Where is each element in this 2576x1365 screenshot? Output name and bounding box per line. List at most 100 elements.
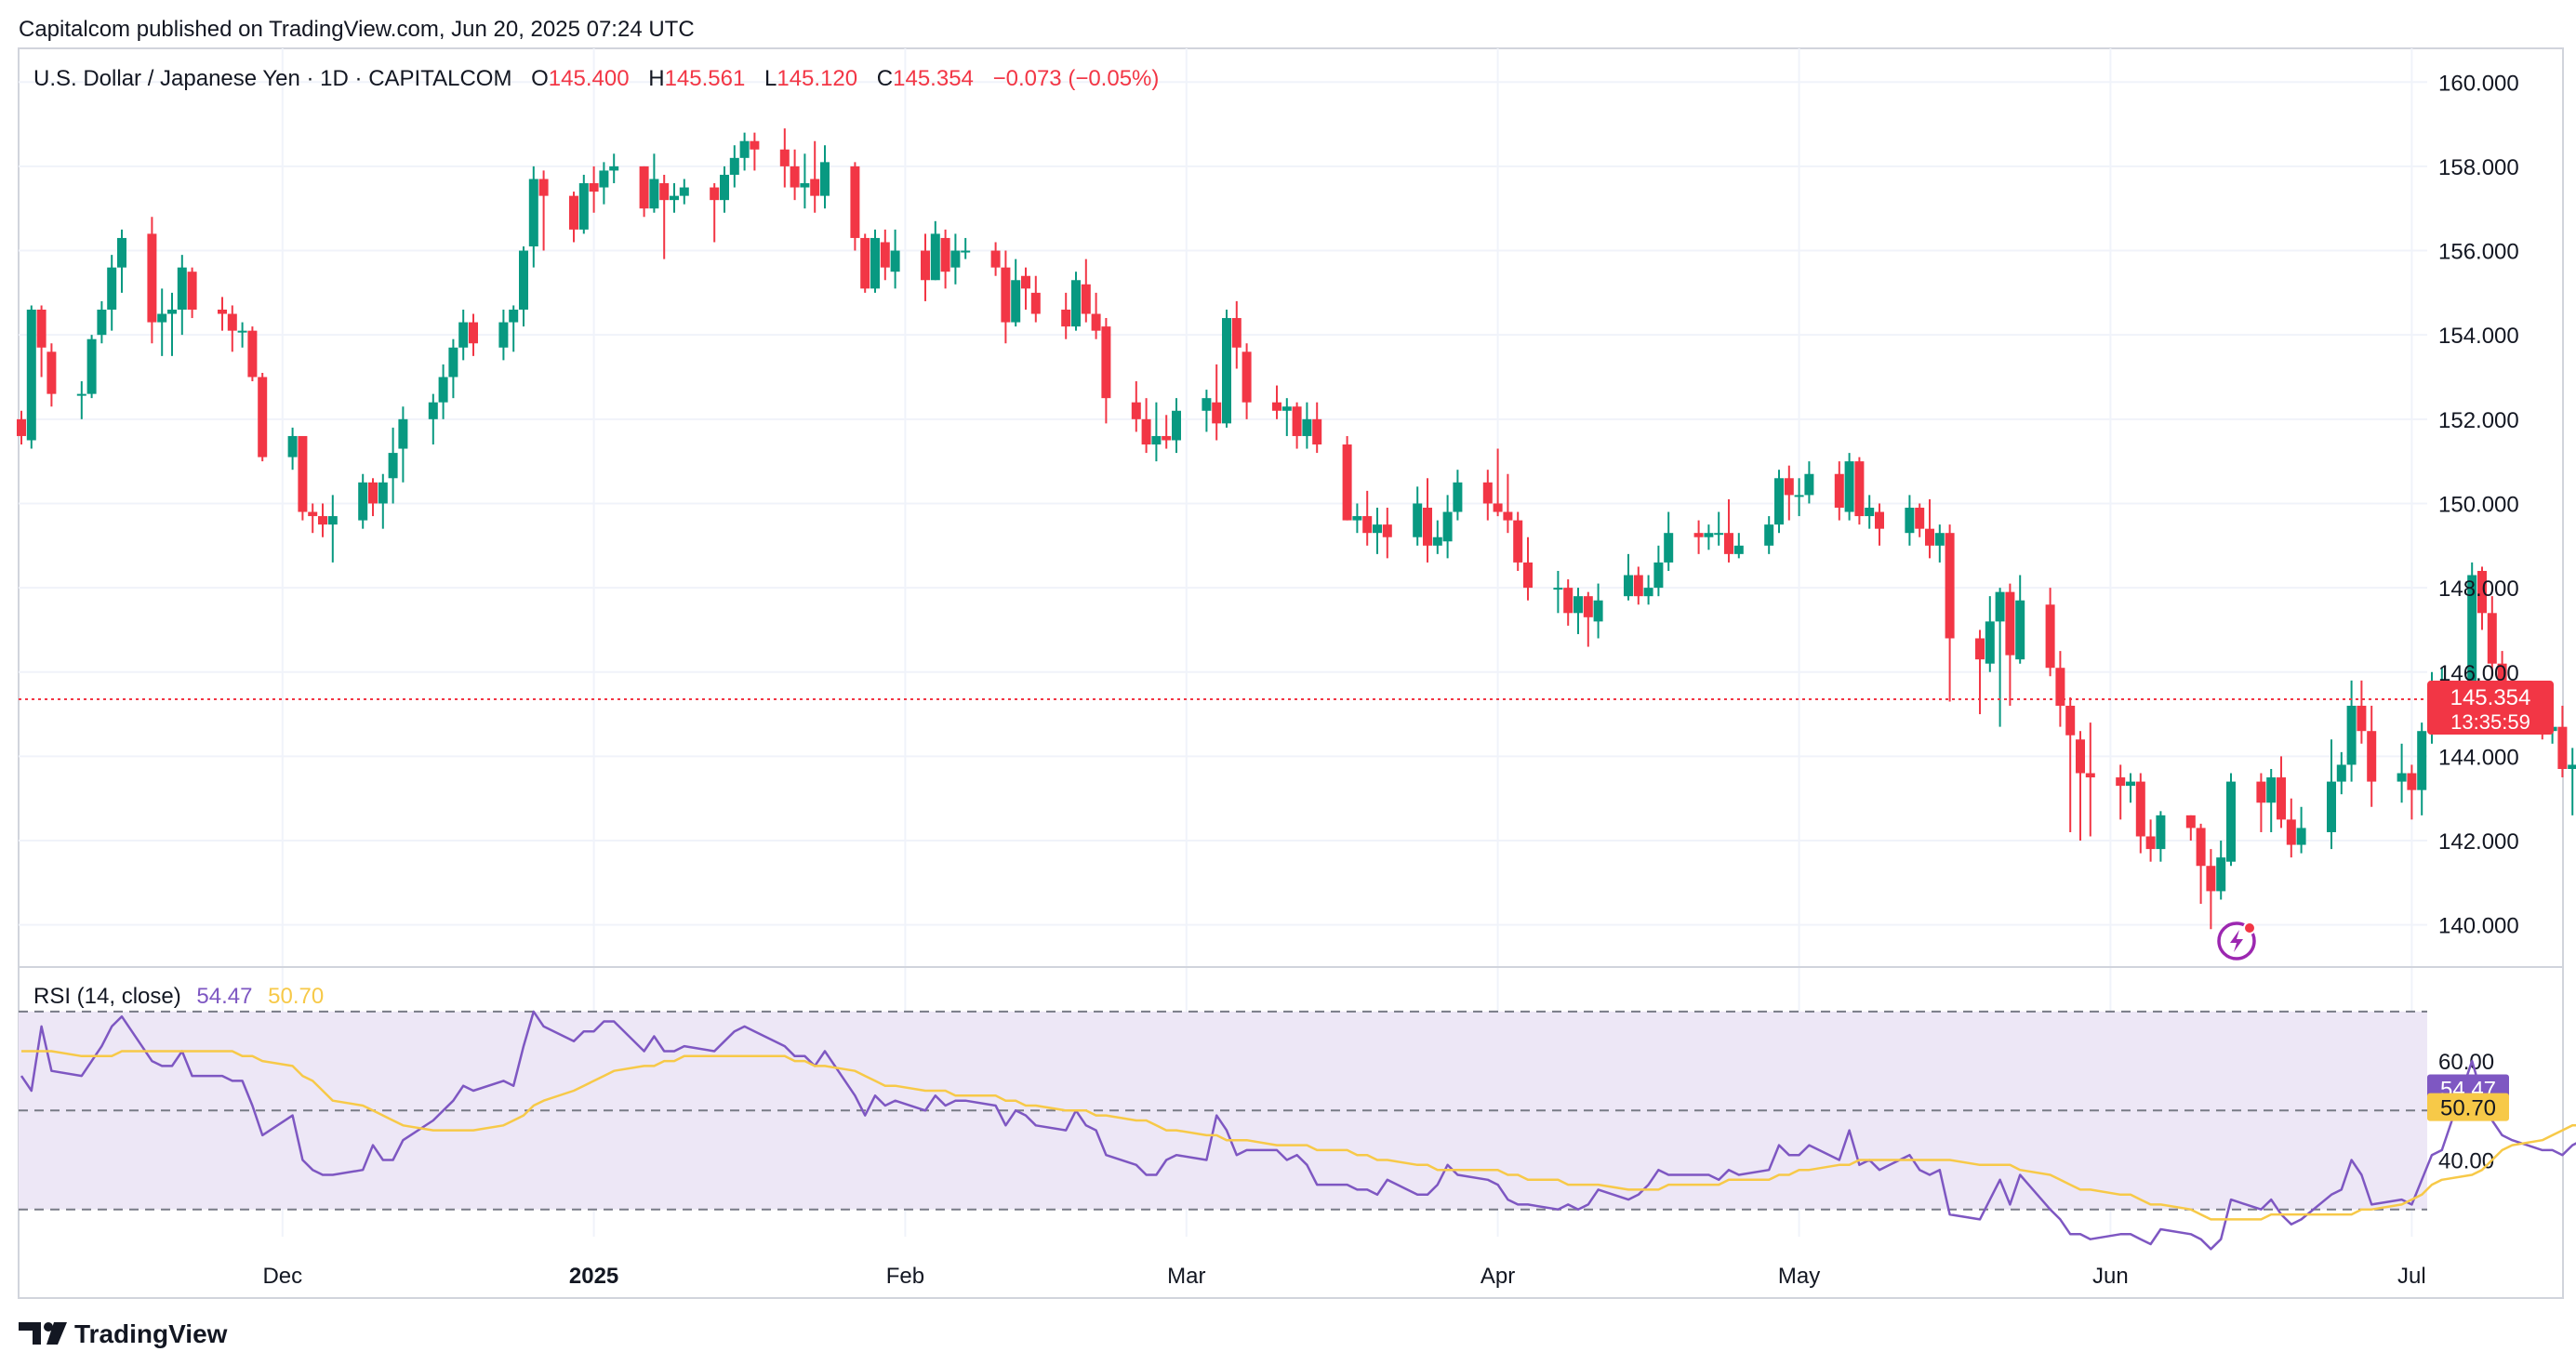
candle xyxy=(318,503,327,537)
candle xyxy=(1784,465,1794,521)
candle xyxy=(1764,516,1774,554)
candle-body xyxy=(2135,781,2145,837)
candle xyxy=(2568,748,2576,815)
candle xyxy=(1794,478,1804,517)
price-tick-label: 156.000 xyxy=(2438,240,2519,265)
rsi-header-value: 54.47 xyxy=(196,984,252,1009)
candle-body xyxy=(17,418,26,436)
rsi-header-ma: 50.70 xyxy=(268,984,324,1009)
candle xyxy=(790,149,800,201)
candle xyxy=(1061,292,1071,339)
symbol-header: U.S. Dollar / Japanese Yen · 1D · CAPITA… xyxy=(33,66,1159,91)
candle xyxy=(97,300,107,344)
candle xyxy=(448,338,458,399)
candle-body xyxy=(1172,410,1181,441)
lightning-icon[interactable] xyxy=(2217,921,2256,961)
candle xyxy=(1362,490,1373,546)
candle xyxy=(1423,478,1432,563)
rsi-header: RSI (14, close) 54.47 50.70 xyxy=(33,984,324,1009)
candle-body xyxy=(1774,478,1784,525)
candle xyxy=(1774,470,1784,534)
candle xyxy=(2286,798,2296,858)
candle-body xyxy=(1091,313,1101,331)
candle-body xyxy=(46,351,57,394)
candle-body xyxy=(609,166,619,171)
candle xyxy=(1593,583,1603,639)
candle xyxy=(1413,486,1423,546)
candle xyxy=(237,322,247,348)
candle-body xyxy=(810,179,820,196)
candle xyxy=(2407,764,2417,820)
candle xyxy=(76,381,86,419)
candle-body xyxy=(2487,613,2497,664)
candle-body xyxy=(1513,520,1523,563)
candle-body xyxy=(1382,524,1392,537)
tradingview-logo[interactable]: TradingView xyxy=(19,1319,228,1348)
candle-body xyxy=(298,435,308,512)
candle xyxy=(2085,722,2095,837)
candle-body xyxy=(1985,621,1995,664)
candle-body xyxy=(1784,478,1794,496)
candle-body xyxy=(1493,503,1503,512)
candle xyxy=(1442,495,1453,559)
candle-body xyxy=(147,233,157,323)
time-axis: Dec 2025 Feb Mar Apr May Jun Jul xyxy=(262,1264,2425,1289)
candle-body xyxy=(509,309,519,323)
candle xyxy=(218,297,227,331)
candle-body xyxy=(117,237,126,268)
candle xyxy=(2417,722,2427,815)
time-tick-label: Jun xyxy=(2092,1264,2129,1289)
candle-body xyxy=(1312,418,1322,445)
candle-body xyxy=(860,237,870,289)
candle xyxy=(258,372,268,462)
candle xyxy=(1151,402,1162,462)
candle xyxy=(107,255,117,331)
candle xyxy=(157,288,167,356)
candle xyxy=(729,145,739,188)
candle-body xyxy=(1915,508,1925,529)
candle-body xyxy=(458,322,469,348)
candle-body xyxy=(739,140,750,158)
candle-body xyxy=(1101,326,1111,399)
candle-body xyxy=(1061,309,1071,327)
candle-body xyxy=(2065,706,2076,736)
candle xyxy=(940,229,950,289)
candle xyxy=(147,217,157,344)
candle-body xyxy=(187,272,197,310)
candle-body xyxy=(2327,781,2336,832)
candle-body xyxy=(1222,318,1231,424)
candle-body xyxy=(1664,533,1674,563)
candle-body xyxy=(990,250,1001,268)
candle-body xyxy=(1714,533,1724,536)
candle xyxy=(1664,511,1674,571)
candle xyxy=(1633,566,1643,605)
candles xyxy=(17,128,2576,930)
candle-body xyxy=(1342,444,1352,521)
candle-body xyxy=(589,183,599,192)
candle-body xyxy=(1162,435,1172,441)
candle xyxy=(820,145,830,209)
candle xyxy=(1925,498,1934,559)
candle-body xyxy=(1453,482,1463,512)
candle xyxy=(1915,503,1925,537)
candle-body xyxy=(1281,406,1292,411)
candle-body xyxy=(2206,866,2216,892)
candle-body xyxy=(1724,533,1733,554)
price-tick-label: 142.000 xyxy=(2438,829,2519,855)
candle-body xyxy=(1503,511,1513,521)
candle xyxy=(308,503,318,534)
price-tick-label: 150.000 xyxy=(2438,492,2519,517)
price-badge: 145.354 13:35:59 xyxy=(2427,681,2554,736)
candle-body xyxy=(1141,418,1151,445)
candle-body xyxy=(2076,739,2085,774)
price-badge-price: 145.354 xyxy=(2450,685,2531,710)
candle xyxy=(2346,680,2357,782)
candle xyxy=(2557,706,2568,778)
candle-body xyxy=(1624,575,1633,597)
change-value: −0.073 (−0.05%) xyxy=(993,66,1160,91)
candle xyxy=(2357,680,2367,744)
candle xyxy=(1733,533,1744,559)
candle-body xyxy=(538,179,549,196)
candle xyxy=(1875,503,1884,546)
price-badge-countdown: 13:35:59 xyxy=(2450,710,2530,734)
